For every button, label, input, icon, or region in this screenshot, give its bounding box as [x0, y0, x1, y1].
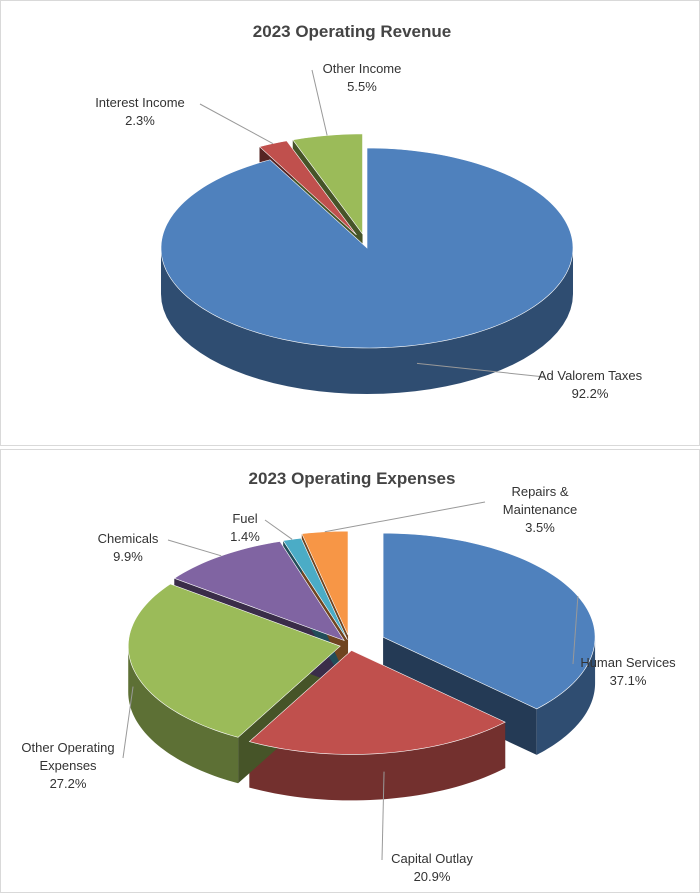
slice-top — [292, 133, 363, 235]
slice-top — [160, 147, 574, 349]
leader-line — [324, 501, 486, 533]
leader-line — [264, 519, 293, 540]
category-label: Other Operating Expenses — [21, 740, 115, 773]
leader-line — [199, 103, 274, 144]
chart-title: 2023 Operating Expenses — [249, 469, 456, 488]
slice-label: Chemicals 9.9% — [78, 530, 178, 566]
value-label: 2.3% — [125, 113, 155, 128]
slice-top — [173, 541, 345, 642]
slice — [127, 583, 341, 738]
slice-wall — [128, 646, 239, 784]
slice — [292, 133, 363, 235]
value-label: 5.5% — [347, 79, 377, 94]
leader-line — [167, 539, 222, 557]
category-label: Fuel — [232, 511, 258, 526]
leader-line — [572, 596, 579, 665]
slice-top — [248, 650, 506, 755]
value-label: 20.9% — [413, 869, 451, 884]
category-label: Interest Income — [95, 95, 185, 110]
slice-label: Ad Valorem Taxes 92.2% — [535, 367, 645, 403]
value-label: 92.2% — [571, 386, 609, 401]
slice-top — [258, 140, 357, 236]
leader-line — [311, 69, 328, 136]
value-label: 1.4% — [230, 529, 260, 544]
slice-wall — [249, 722, 506, 801]
slice-wall — [161, 248, 573, 394]
slice-label: Capital Outlay 20.9% — [372, 850, 492, 886]
slice — [160, 147, 574, 349]
slice — [282, 537, 348, 640]
slice-wall — [536, 637, 596, 755]
category-label: Ad Valorem Taxes — [537, 368, 643, 383]
slice — [173, 541, 345, 642]
slice-top — [382, 532, 596, 710]
value-label: 27.2% — [49, 776, 87, 791]
category-label: Capital Outlay — [391, 851, 473, 866]
value-label: 37.1% — [609, 673, 647, 688]
slice-label: Other Operating Expenses 27.2% — [3, 739, 133, 793]
category-label: Repairs & Maintenance — [502, 484, 578, 517]
slice-label: Interest Income 2.3% — [70, 94, 210, 130]
value-label: 9.9% — [113, 549, 143, 564]
slice — [258, 140, 357, 236]
category-label: Other Income — [322, 61, 402, 76]
slice-top — [127, 583, 341, 738]
pie-tops — [160, 133, 574, 349]
slice-top — [282, 537, 348, 640]
leader-line — [416, 362, 546, 378]
slice — [382, 532, 596, 710]
chart-title: 2023 Operating Revenue — [253, 22, 451, 41]
leader-line — [122, 686, 134, 759]
slice — [248, 650, 506, 755]
category-label: Human Services — [580, 655, 676, 670]
slice-label: Repairs & Maintenance 3.5% — [475, 483, 605, 537]
pie-tops — [127, 530, 596, 755]
leader-line — [381, 771, 385, 861]
slice-label: Human Services 37.1% — [563, 654, 693, 690]
value-label: 3.5% — [525, 520, 555, 535]
category-label: Chemicals — [97, 531, 159, 546]
slice-label: Fuel 1.4% — [215, 510, 275, 546]
slice-label: Other Income 5.5% — [302, 60, 422, 96]
